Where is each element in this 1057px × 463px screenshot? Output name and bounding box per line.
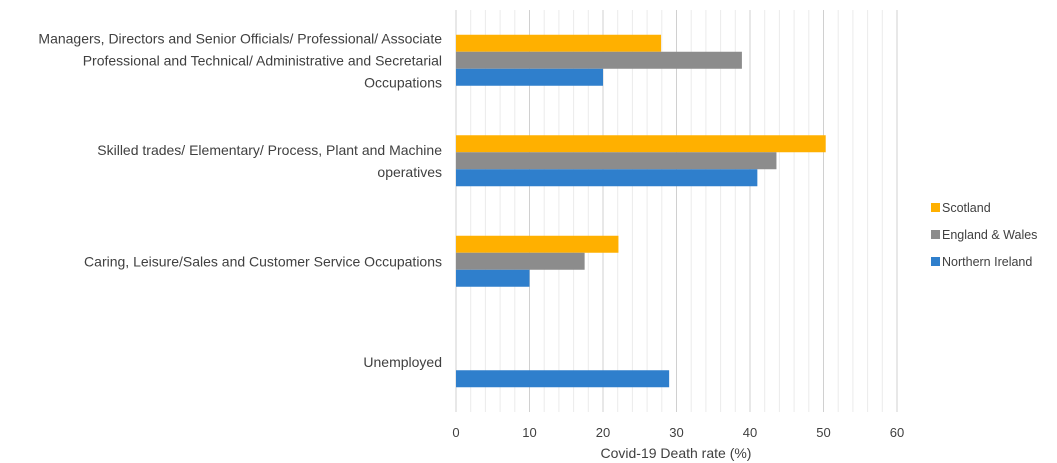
legend-swatch bbox=[931, 203, 940, 212]
bar-scotland-3 bbox=[456, 235, 619, 253]
legend-swatch bbox=[931, 257, 940, 266]
x-tick-label: 20 bbox=[596, 425, 610, 440]
x-axis-title: Covid-19 Death rate (%) bbox=[601, 445, 752, 461]
legend-swatch bbox=[931, 230, 940, 239]
bar-northern-ireland-3 bbox=[456, 269, 530, 287]
bar-england-wales-2 bbox=[456, 152, 777, 170]
category-label: operatives bbox=[377, 164, 442, 180]
bar-northern-ireland-2 bbox=[456, 169, 758, 187]
bars bbox=[456, 34, 826, 388]
x-tick-labels: 0 10 20 30 40 50 60 bbox=[452, 425, 904, 440]
category-label: Unemployed bbox=[363, 354, 442, 370]
x-tick-label: 50 bbox=[816, 425, 830, 440]
category-label: Managers, Directors and Senior Officials… bbox=[38, 30, 442, 46]
x-tick-label: 0 bbox=[452, 425, 459, 440]
legend: Scotland England & Wales Northern Ireland bbox=[931, 201, 1037, 269]
bar-scotland-1 bbox=[456, 34, 662, 52]
x-tick-label: 60 bbox=[890, 425, 904, 440]
category-labels: Managers, Directors and Senior Officials… bbox=[38, 30, 442, 370]
category-label: Professional and Technical/ Administrati… bbox=[83, 52, 442, 68]
legend-label: Scotland bbox=[942, 201, 991, 215]
category-label: Occupations bbox=[364, 74, 442, 90]
bar-scotland-2 bbox=[456, 135, 826, 153]
bar-northern-ireland-4 bbox=[456, 370, 670, 388]
category-label: Caring, Leisure/Sales and Customer Servi… bbox=[84, 253, 442, 269]
x-tick-label: 10 bbox=[522, 425, 536, 440]
category-label: Skilled trades/ Elementary/ Process, Pla… bbox=[97, 142, 442, 158]
bar-northern-ireland-1 bbox=[456, 68, 603, 86]
bar-england-wales-3 bbox=[456, 252, 585, 270]
legend-label: England & Wales bbox=[942, 228, 1037, 242]
bar-england-wales-1 bbox=[456, 51, 742, 69]
x-tick-label: 30 bbox=[669, 425, 683, 440]
x-tick-label: 40 bbox=[743, 425, 757, 440]
legend-label: Northern Ireland bbox=[942, 255, 1032, 269]
